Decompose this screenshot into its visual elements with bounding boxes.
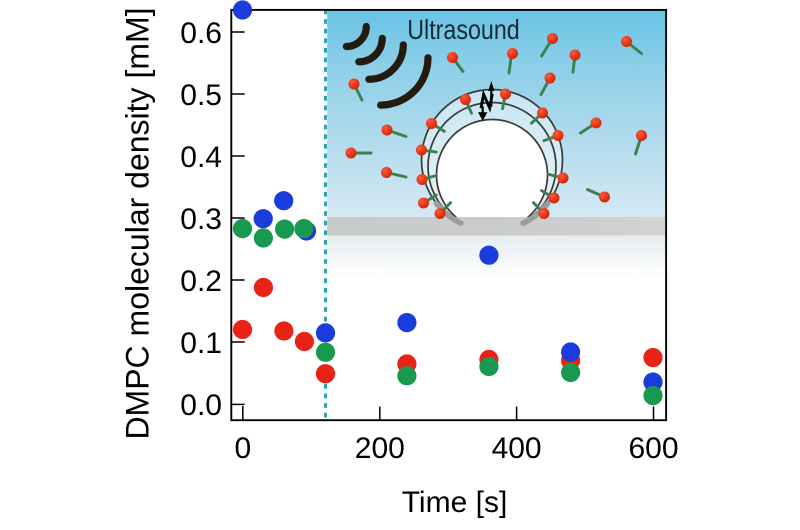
svg-text:Time [s]: Time [s] [402,486,508,519]
svg-text:0.4: 0.4 [180,141,222,174]
svg-text:0.1: 0.1 [180,327,222,360]
svg-text:400: 400 [492,432,542,465]
svg-text:0.2: 0.2 [180,265,222,298]
svg-text:200: 200 [355,432,405,465]
svg-text:DMPC molecular density [mM]: DMPC molecular density [mM] [119,7,155,439]
svg-text:0.5: 0.5 [180,79,222,112]
svg-text:0.0: 0.0 [180,389,222,422]
svg-text:600: 600 [628,432,678,465]
svg-text:0: 0 [234,432,251,465]
svg-text:0.3: 0.3 [180,203,222,236]
svg-text:0.6: 0.6 [180,17,222,50]
svg-text:Ultrasound: Ultrasound [407,14,520,45]
